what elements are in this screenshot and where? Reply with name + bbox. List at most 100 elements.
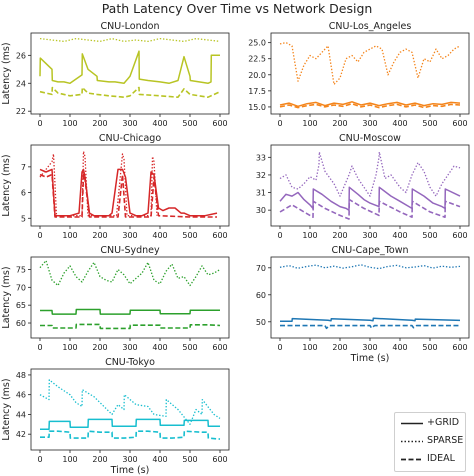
x-tick-label: 100 <box>62 343 77 352</box>
x-tick-label: 200 <box>92 119 107 128</box>
subplot-cnu-sydney: CNU-Sydney 0 100 200 300 400 500 600 60 65 70 75 Lat… <box>1 245 230 352</box>
series-line-ideal <box>279 198 461 220</box>
x-tick-label: 500 <box>422 343 437 352</box>
x-tick-label: 200 <box>92 343 107 352</box>
series-line-ideal <box>279 102 461 109</box>
subplot-title: CNU-Los_Angeles <box>329 21 412 32</box>
x-tick-label: 400 <box>152 231 167 240</box>
y-tick-label: 32 <box>256 171 266 180</box>
y-tick-label: 44 <box>16 410 26 419</box>
series-line-ideal <box>39 86 221 98</box>
y-tick-label: 60 <box>16 319 26 328</box>
x-tick-label: 300 <box>122 231 137 240</box>
series-line-grid <box>279 186 461 211</box>
series-line-grid <box>40 308 220 315</box>
x-tick-label: 200 <box>92 231 107 240</box>
legend-item-ideal: IDEAL <box>395 451 465 468</box>
x-tick-label: 500 <box>182 343 197 352</box>
series-line-ideal <box>40 323 221 330</box>
x-tick-label: 100 <box>62 231 77 240</box>
series-line-grid <box>40 418 220 431</box>
series-line-sparse <box>279 264 461 270</box>
series-line-ideal <box>39 173 217 218</box>
subplot-cnu-moscow: CNU-Moscow 0 100 200 300 400 500 600 30 31 32 33 <box>256 133 470 240</box>
x-tick-label: 500 <box>182 455 197 464</box>
y-tick-label: 65 <box>16 301 26 310</box>
series-line-sparse <box>39 379 221 425</box>
x-tick-label: 400 <box>152 343 167 352</box>
y-axis-label: Latency (ms) <box>1 154 12 216</box>
x-tick-label: 400 <box>392 119 407 128</box>
x-tick-label: 600 <box>212 455 227 464</box>
x-tick-label: 600 <box>452 343 467 352</box>
y-tick-label: 70 <box>16 283 26 292</box>
legend-item-sparse: SPARSE <box>395 433 465 450</box>
subplot-cnu-tokyo: CNU-Tokyo 0 100 200 300 400 500 600 42 44 46 48 Late… <box>1 357 230 476</box>
subplot-cnu-chicago: CNU-Chicago 0 100 200 300 400 500 600 5 6 7 Latency… <box>1 133 230 240</box>
x-tick-label: 600 <box>212 343 227 352</box>
subplot-cnu-london: CNU-London 0 100 200 300 400 500 600 22 24 26 Laten… <box>1 21 230 128</box>
subplot-title: CNU-Cape_Town <box>332 245 409 256</box>
x-tick-label: 200 <box>332 231 347 240</box>
legend-dotted-swatch <box>401 440 423 443</box>
legend-dashed-swatch <box>401 458 423 461</box>
y-tick-label: 50 <box>256 318 266 327</box>
y-tick-label: 25.0 <box>248 39 266 48</box>
legend-label: +GRID <box>427 417 460 428</box>
legend-label: SPARSE <box>427 435 464 446</box>
series-line-grid <box>280 317 461 323</box>
subplot-cnu-los-angeles: CNU-Los_Angeles 0 100 200 300 400 500 600 15.0 17… <box>248 21 470 128</box>
y-tick-label: 30 <box>256 206 266 215</box>
x-tick-label: 0 <box>277 119 282 128</box>
y-tick-label: 46 <box>16 391 26 400</box>
x-tick-label: 100 <box>302 343 317 352</box>
x-tick-label: 300 <box>362 343 377 352</box>
y-tick-label: 26 <box>16 51 26 60</box>
x-tick-label: 0 <box>37 231 42 240</box>
legend-item-grid: +GRID <box>395 415 465 432</box>
x-tick-label: 600 <box>212 119 227 128</box>
x-tick-label: 400 <box>392 231 407 240</box>
series-line-sparse <box>279 151 461 197</box>
x-tick-label: 500 <box>182 231 197 240</box>
x-tick-label: 0 <box>37 119 42 128</box>
y-tick-label: 31 <box>256 189 266 198</box>
x-tick-label: 300 <box>122 119 137 128</box>
y-tick-label: 17.5 <box>248 87 266 96</box>
subplot-title: CNU-Moscow <box>339 133 401 144</box>
series-line-sparse <box>39 150 158 217</box>
y-tick-label: 48 <box>16 371 26 380</box>
x-tick-label: 500 <box>422 119 437 128</box>
subplot-cnu-cape-town: CNU-Cape_Town 0 100 200 300 400 500 600 50 60 70 Ti… <box>256 245 470 364</box>
x-tick-label: 400 <box>392 343 407 352</box>
axes-frame <box>30 32 230 115</box>
y-tick-label: 22 <box>16 107 26 116</box>
x-tick-label: 100 <box>62 455 77 464</box>
series-line-grid <box>39 168 218 217</box>
x-tick-label: 0 <box>277 231 282 240</box>
axes-frame <box>270 32 470 115</box>
series-line-sparse <box>279 41 461 86</box>
series-line-grid <box>39 50 220 85</box>
subplot-title: CNU-Chicago <box>99 133 161 144</box>
subplot-title: CNU-Tokyo <box>105 357 155 368</box>
y-tick-label: 42 <box>16 430 26 439</box>
x-tick-label: 200 <box>332 343 347 352</box>
x-tick-label: 0 <box>37 455 42 464</box>
x-tick-label: 0 <box>37 343 42 352</box>
x-tick-label: 200 <box>332 119 347 128</box>
y-tick-label: 75 <box>16 265 26 274</box>
y-tick-label: 33 <box>256 153 266 162</box>
x-tick-label: 100 <box>302 231 317 240</box>
x-tick-label: 600 <box>212 231 227 240</box>
x-tick-label: 0 <box>277 343 282 352</box>
legend: +GRID SPARSE IDEAL <box>394 412 466 472</box>
y-tick-label: 6 <box>21 189 26 198</box>
x-tick-label: 100 <box>302 119 317 128</box>
figure-title: Path Latency Over Time vs Network Design <box>101 1 373 16</box>
series-line-sparse <box>39 259 221 287</box>
y-axis-label: Latency (ms) <box>1 42 12 104</box>
x-axis-label: Time (s) <box>110 465 150 476</box>
x-tick-label: 300 <box>122 455 137 464</box>
